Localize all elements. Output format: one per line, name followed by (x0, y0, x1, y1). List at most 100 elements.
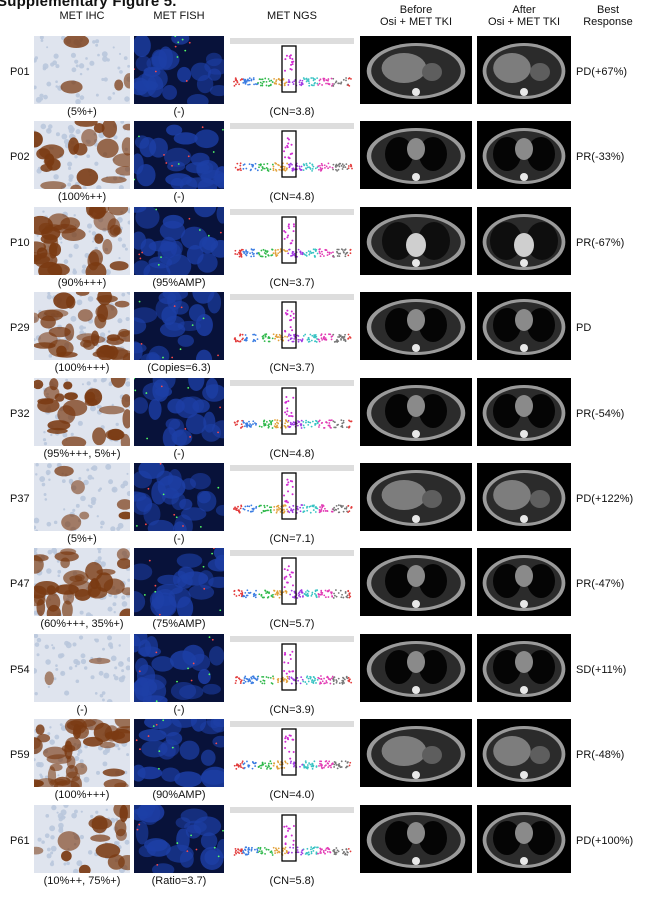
ihc-caption: (95%+++, 5%+) (43, 447, 121, 460)
ngs-caption: (CN=3.8) (269, 106, 315, 118)
patient-id: P54 (10, 663, 30, 676)
best-response: PR(-67%) (576, 236, 625, 249)
ct-after-image (477, 36, 571, 104)
header-after: After Osi + MET TKI (477, 4, 571, 28)
fish-caption: (95%AMP) (152, 276, 206, 289)
ngs-plot (228, 36, 356, 104)
header-before: Before Osi + MET TKI (360, 4, 472, 28)
ihc-caption: (100%+++) (54, 789, 110, 802)
header-met-ihc: MET IHC (59, 10, 105, 22)
ct-after-image (477, 548, 571, 617)
header-before-line1: Before (399, 4, 433, 16)
fish-caption: (-) (173, 447, 185, 460)
header-before-line2: Osi + MET TKI (379, 16, 453, 28)
ihc-caption: (5%+) (67, 106, 97, 118)
ct-after-image (477, 292, 571, 361)
fish-caption: (-) (173, 106, 185, 118)
ihc-image (34, 206, 130, 275)
ngs-caption: (CN=3.7) (269, 276, 315, 289)
patient-row: P10 (90%+++) (95%AMP) (CN=3.7) PR(-67%) (0, 206, 650, 291)
ihc-caption: (-) (76, 703, 88, 716)
fish-image (134, 206, 224, 275)
patient-row: P29 (100%+++) (Copies=6.3) (CN=3.7) PD (0, 292, 650, 376)
fish-image (134, 719, 224, 788)
ct-after-image (477, 121, 571, 190)
figure-title: Supplementary Figure 5. (0, 0, 177, 10)
ct-before-image (360, 719, 472, 788)
fish-image (134, 463, 224, 531)
ct-before-image (360, 463, 472, 531)
ihc-image (34, 121, 130, 190)
ngs-caption: (CN=4.8) (269, 447, 315, 460)
fish-caption: (Copies=6.3) (147, 362, 211, 375)
patient-row: P61 (10%++, 75%+) (Ratio=3.7) (CN=5.8) P… (0, 804, 650, 889)
ihc-image (34, 548, 130, 617)
header-met-ngs: MET NGS (267, 10, 317, 22)
ct-before-image (360, 206, 472, 275)
ngs-caption: (CN=5.7) (269, 618, 315, 631)
patient-id: P02 (10, 151, 30, 164)
ngs-plot (228, 206, 356, 275)
ngs-plot (228, 548, 356, 617)
ngs-plot (228, 377, 356, 446)
ihc-caption: (100%++) (57, 191, 107, 204)
ihc-caption: (10%++, 75%+) (43, 874, 121, 887)
best-response: PD(+100%) (576, 834, 634, 847)
ngs-caption: (CN=5.8) (269, 874, 315, 887)
fish-image (134, 548, 224, 617)
header-best-line2: Response (583, 16, 633, 28)
ihc-image (34, 36, 130, 104)
best-response: PR(-33%) (576, 151, 625, 164)
ct-before-image (360, 36, 472, 104)
ct-before-image (360, 121, 472, 190)
ihc-image (34, 377, 130, 446)
header-best-line1: Best (596, 4, 619, 16)
header-met-fish: MET FISH (153, 10, 205, 22)
patient-row: P54 (-) (-) (CN=3.9) SD(+11%) (0, 633, 650, 718)
ct-before-image (360, 548, 472, 617)
ct-after-image (477, 719, 571, 788)
fish-image (134, 36, 224, 104)
header-after-line2: Osi + MET TKI (487, 16, 561, 28)
ihc-image (34, 633, 130, 702)
fish-image (134, 804, 224, 873)
ihc-caption: (90%+++) (57, 276, 107, 289)
best-response: SD(+11%) (576, 663, 627, 676)
patient-id: P61 (10, 834, 30, 847)
patient-row: P37 (5%+) (-) (CN=7.1) PD(+122%) (0, 463, 650, 547)
patient-row: P02 (100%++) (-) (CN=4.8) PR(-33%) (0, 121, 650, 205)
ct-after-image (477, 804, 571, 873)
ihc-caption: (5%+) (67, 533, 97, 545)
best-response: PR(-48%) (576, 749, 625, 762)
ngs-plot (228, 633, 356, 702)
ct-before-image (360, 377, 472, 446)
ct-after-image (477, 206, 571, 275)
header-after-line1: After (512, 4, 536, 16)
ngs-plot (228, 719, 356, 788)
ct-after-image (477, 463, 571, 531)
best-response: PD(+122%) (576, 493, 634, 505)
ct-after-image (477, 633, 571, 702)
best-response: PR(-47%) (576, 578, 625, 591)
fish-caption: (-) (173, 703, 185, 716)
ngs-caption: (CN=3.7) (269, 362, 315, 375)
ngs-caption: (CN=3.9) (269, 703, 315, 716)
ngs-plot (228, 292, 356, 361)
fish-image (134, 121, 224, 190)
fish-caption: (90%AMP) (152, 789, 206, 802)
best-response: PR(-54%) (576, 407, 625, 420)
ihc-caption: (100%+++) (54, 362, 110, 375)
ihc-image (34, 292, 130, 361)
ct-before-image (360, 633, 472, 702)
patient-id: P32 (10, 407, 30, 420)
patient-id: P47 (10, 578, 30, 591)
patient-id: P59 (10, 749, 30, 762)
ihc-image (34, 463, 130, 531)
ct-before-image (360, 804, 472, 873)
fish-caption: (75%AMP) (152, 618, 206, 631)
ngs-plot (228, 463, 356, 531)
patient-row: P32 (95%+++, 5%+) (-) (CN=4.8) PR(-54%) (0, 377, 650, 462)
ngs-caption: (CN=4.8) (269, 191, 315, 204)
fish-image (134, 377, 224, 446)
ct-before-image (360, 292, 472, 361)
